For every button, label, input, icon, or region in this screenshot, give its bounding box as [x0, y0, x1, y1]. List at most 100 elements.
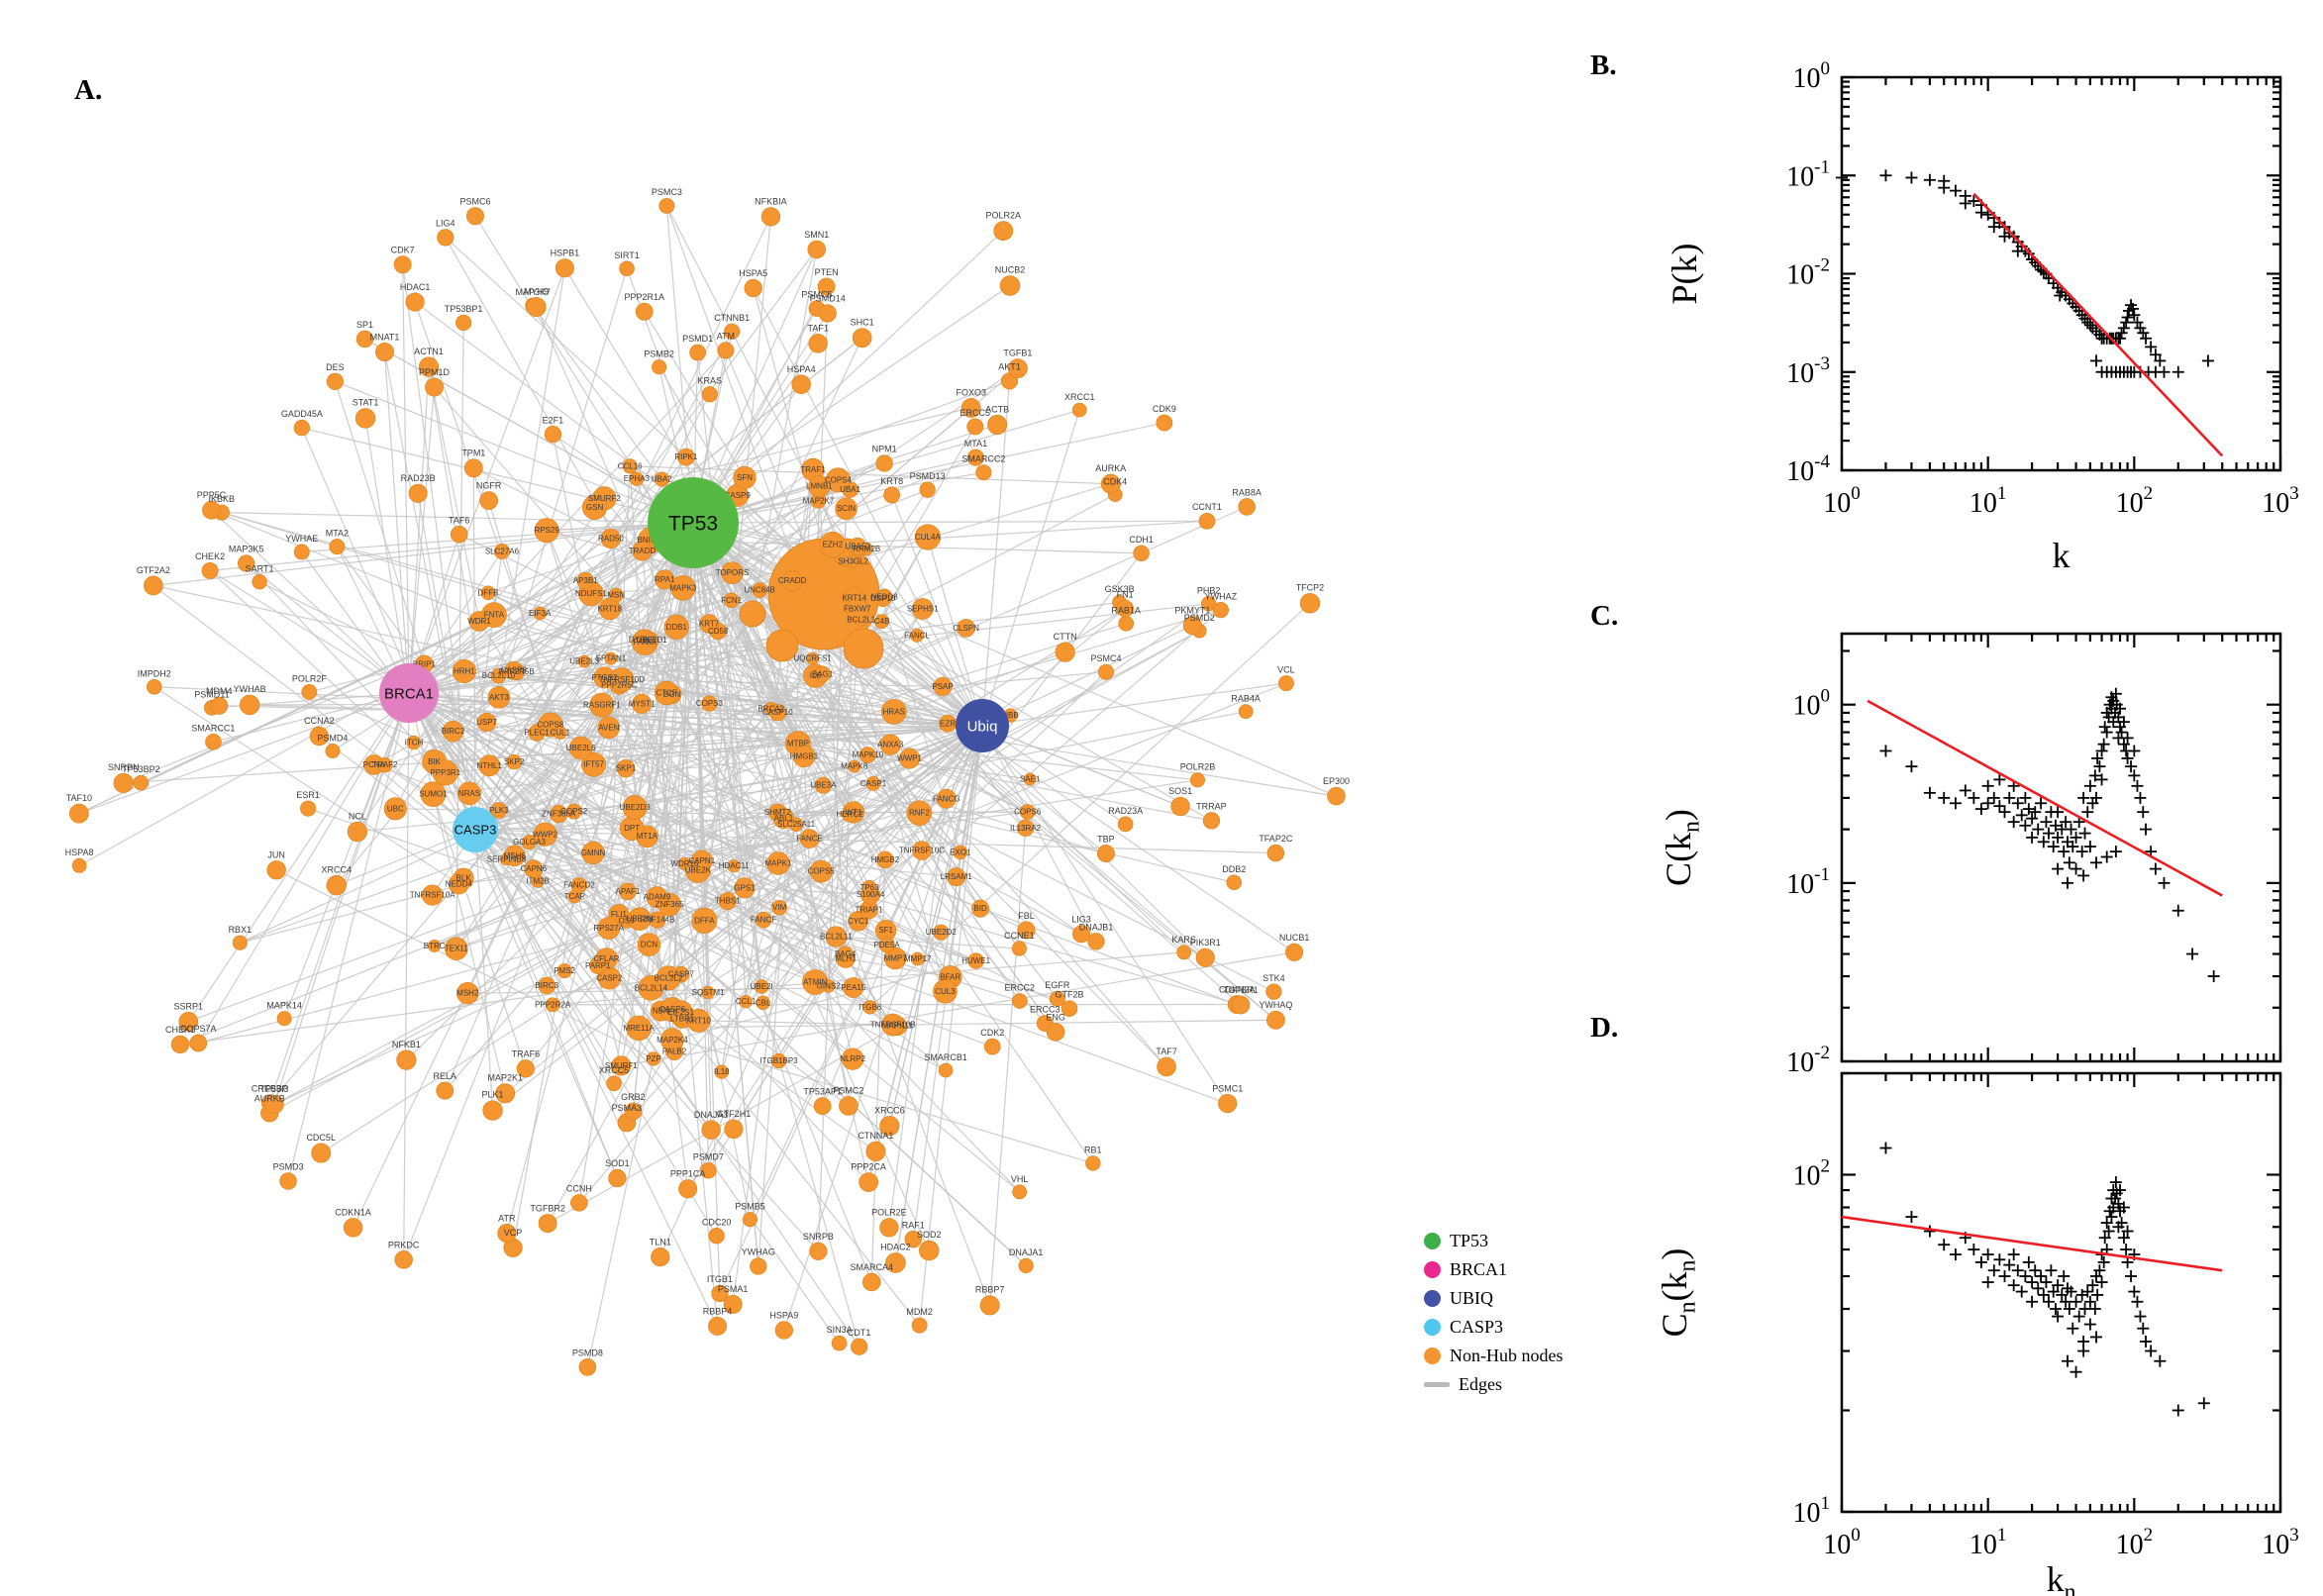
svg-text:DNAJB1: DNAJB1: [1079, 923, 1114, 933]
svg-text:COPS5: COPS5: [808, 867, 836, 876]
svg-text:CTTN: CTTN: [1054, 632, 1077, 642]
svg-text:AP3B1: AP3B1: [573, 576, 598, 585]
svg-text:PLK1: PLK1: [482, 1090, 504, 1100]
network-legend: TP53 BRCA1 UBIQ CASP3 Non-Hub nodes Edge…: [1424, 1232, 1564, 1393]
svg-text:CFLAR: CFLAR: [593, 954, 619, 963]
svg-text:ITM2B: ITM2B: [526, 877, 550, 886]
svg-text:MT1A: MT1A: [637, 832, 658, 841]
svg-text:S100A4: S100A4: [857, 890, 885, 899]
svg-text:RPA1: RPA1: [655, 575, 675, 584]
svg-text:CUL3: CUL3: [935, 987, 956, 996]
svg-text:kn: kn: [2047, 1559, 2076, 1596]
svg-text:TNFRSF10A: TNFRSF10A: [410, 891, 455, 900]
svg-text:PSMA1: PSMA1: [718, 1284, 749, 1294]
svg-text:UBC: UBC: [387, 804, 404, 813]
legend-label: CASP3: [1450, 1317, 1504, 1337]
svg-text:BAG4: BAG4: [835, 949, 857, 958]
svg-text:CASP2: CASP2: [596, 973, 623, 982]
svg-text:MLH1: MLH1: [835, 953, 857, 962]
svg-text:TRADD: TRADD: [629, 547, 656, 555]
svg-text:IFT57: IFT57: [583, 760, 604, 769]
svg-text:k: k: [2053, 536, 2070, 575]
svg-text:PALB2: PALB2: [662, 1047, 687, 1056]
svg-text:PSMA3: PSMA3: [612, 1103, 643, 1113]
svg-text:TNFRSF10D: TNFRSF10D: [599, 675, 645, 684]
svg-text:PSMD11: PSMD11: [194, 689, 229, 699]
svg-text:YWHAG: YWHAG: [742, 1247, 775, 1257]
svg-text:CDKN2A: CDKN2A: [1219, 984, 1256, 994]
svg-text:UBA1: UBA1: [840, 485, 860, 494]
svg-text:HDAC2: HDAC2: [880, 1242, 911, 1251]
panel-c-label: C.: [1590, 600, 1619, 632]
svg-text:TNFRSF10C: TNFRSF10C: [899, 847, 945, 855]
svg-text:UBE2N: UBE2N: [626, 915, 653, 924]
svg-text:RRM2B: RRM2B: [853, 545, 880, 553]
svg-text:TOPORS: TOPORS: [716, 568, 750, 577]
svg-text:YWHAQ: YWHAQ: [1259, 1000, 1292, 1010]
svg-text:GTF2B: GTF2B: [1056, 990, 1084, 1000]
svg-text:PARP1: PARP1: [585, 961, 611, 970]
svg-text:TAF1: TAF1: [807, 323, 828, 333]
svg-text:TP53BP2: TP53BP2: [122, 764, 160, 774]
svg-text:RPS27A: RPS27A: [593, 924, 624, 933]
svg-text:LTBP1: LTBP1: [670, 1014, 694, 1023]
svg-text:MAPK8: MAPK8: [841, 762, 868, 771]
svg-text:SMARCB1: SMARCB1: [924, 1052, 967, 1062]
svg-text:PRKDC: PRKDC: [388, 1240, 420, 1249]
svg-text:PSMC1: PSMC1: [1212, 1083, 1243, 1093]
svg-text:SQSTM1: SQSTM1: [692, 988, 725, 997]
casp3-swatch-icon: [1424, 1318, 1441, 1336]
svg-text:COPS2: COPS2: [560, 807, 588, 816]
legend-item-brca1: BRCA1: [1424, 1260, 1564, 1278]
svg-text:COPS4: COPS4: [825, 475, 853, 484]
svg-text:MDM2: MDM2: [906, 1307, 933, 1317]
svg-text:RB1: RB1: [1084, 1146, 1102, 1155]
svg-text:PPP2R5C: PPP2R5C: [601, 680, 638, 689]
svg-text:NFKBIA: NFKBIA: [755, 197, 787, 207]
svg-text:SMARCC1: SMARCC1: [191, 723, 235, 733]
svg-text:MAP2K1: MAP2K1: [487, 1073, 523, 1083]
svg-text:CASP10: CASP10: [762, 708, 793, 717]
svg-text:AURKB: AURKB: [254, 1093, 285, 1103]
svg-text:EIF2S1: EIF2S1: [667, 1008, 694, 1017]
svg-text:CHEK1: CHEK1: [165, 1025, 195, 1035]
panel-b-label: B.: [1590, 50, 1617, 81]
svg-text:101: 101: [1793, 1493, 1831, 1529]
svg-text:COPS6: COPS6: [1014, 808, 1042, 817]
svg-text:CUL1: CUL1: [550, 729, 570, 738]
svg-text:DCN: DCN: [641, 941, 658, 949]
svg-text:RNF144B: RNF144B: [640, 916, 674, 925]
svg-text:SNRPB: SNRPB: [803, 1232, 834, 1242]
svg-text:SMARCC2: SMARCC2: [961, 454, 1005, 464]
svg-text:SOS1: SOS1: [1168, 786, 1192, 796]
svg-text:TAF7: TAF7: [1156, 1047, 1176, 1056]
svg-text:LIG3: LIG3: [1071, 915, 1091, 925]
svg-text:TRAF1: TRAF1: [800, 465, 826, 474]
svg-text:SFN: SFN: [737, 473, 753, 482]
svg-text:MAPK14: MAPK14: [266, 1000, 302, 1010]
svg-text:SART1: SART1: [246, 563, 274, 573]
svg-text:SEPHS1: SEPHS1: [907, 604, 939, 613]
svg-text:ESR1: ESR1: [296, 790, 320, 800]
svg-text:DPT: DPT: [624, 824, 640, 833]
svg-text:PDE5A: PDE5A: [874, 941, 901, 949]
svg-text:SKP2: SKP2: [504, 757, 525, 766]
svg-text:NBN: NBN: [653, 1007, 669, 1016]
svg-text:NUCB1: NUCB1: [1279, 933, 1310, 943]
svg-text:PSMD7: PSMD7: [693, 1151, 724, 1161]
svg-text:LMNB1: LMNB1: [806, 482, 833, 491]
svg-text:Cn(kn): Cn(kn): [1655, 1248, 1701, 1338]
svg-text:ZNF365: ZNF365: [656, 900, 684, 909]
svg-text:NGFR: NGFR: [476, 481, 502, 491]
svg-text:FBXW7: FBXW7: [844, 605, 871, 614]
svg-text:UBE2I: UBE2I: [751, 982, 773, 991]
svg-text:EIF3A: EIF3A: [529, 609, 552, 618]
svg-text:PSMD14: PSMD14: [810, 294, 846, 304]
svg-text:SMARCA4: SMARCA4: [851, 1262, 894, 1272]
svg-text:FANCL: FANCL: [904, 631, 930, 640]
svg-text:SERPINB8: SERPINB8: [487, 854, 527, 863]
svg-text:BGN: BGN: [663, 690, 681, 699]
svg-text:TAF6: TAF6: [449, 515, 469, 525]
